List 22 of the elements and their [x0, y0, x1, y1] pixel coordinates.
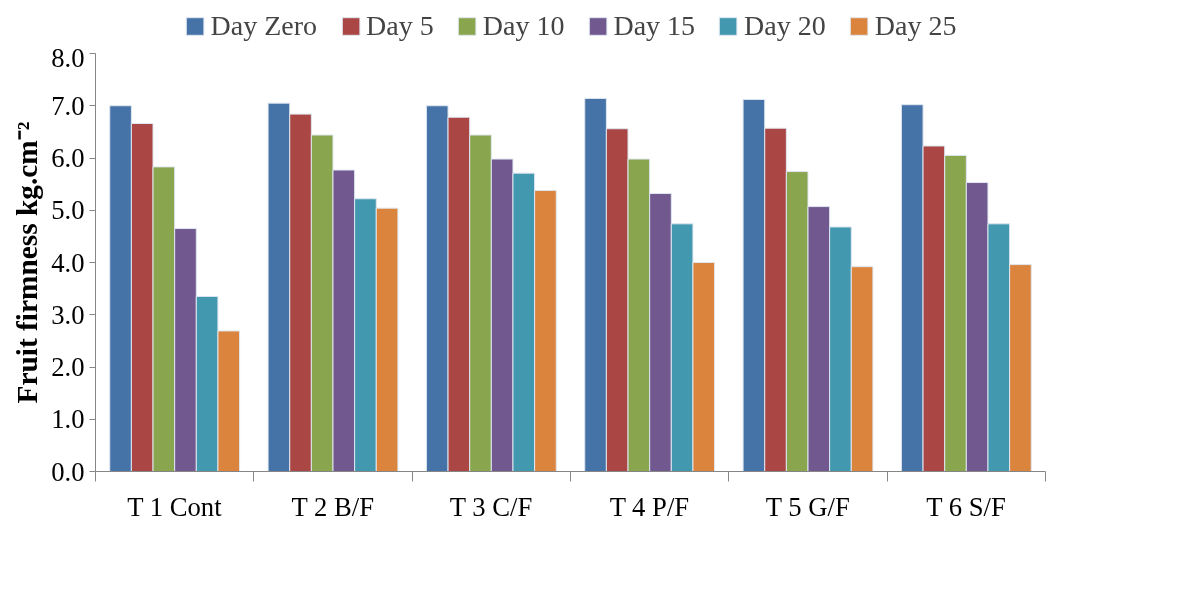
x-tick-label: T 3 C/F [449, 491, 533, 522]
legend-label: Day 25 [874, 10, 957, 42]
legend-label: Day 20 [744, 10, 826, 42]
y-tick-label: 3.0 [51, 299, 85, 330]
y-tick-label: 1.0 [51, 404, 85, 435]
legend-label: Day 5 [366, 10, 434, 42]
legend-label: Day Zero [210, 10, 318, 42]
y-tick-label: 2.0 [51, 352, 85, 382]
y-tick-label: 4.0 [51, 247, 85, 278]
legend-label: Day 10 [482, 10, 565, 42]
y-tick-label: 5.0 [51, 195, 85, 226]
legend-label: Day 15 [613, 10, 696, 42]
x-tick-label: T 5 G/F [765, 491, 850, 522]
x-tick-label: T 4 P/F [609, 491, 690, 522]
y-tick-label: 6.0 [51, 143, 85, 173]
x-tick-label: T 1 Cont [127, 491, 223, 522]
y-tick-label: 8.0 [51, 42, 85, 73]
x-tick-label: T 2 B/F [291, 491, 374, 522]
y-axis-title: Fruit firmness kg.cm⁻² [11, 121, 44, 404]
y-tick-label: 7.0 [51, 90, 85, 121]
y-tick-label: 0.0 [51, 456, 85, 487]
x-tick-label: T 6 S/F [926, 491, 1006, 522]
